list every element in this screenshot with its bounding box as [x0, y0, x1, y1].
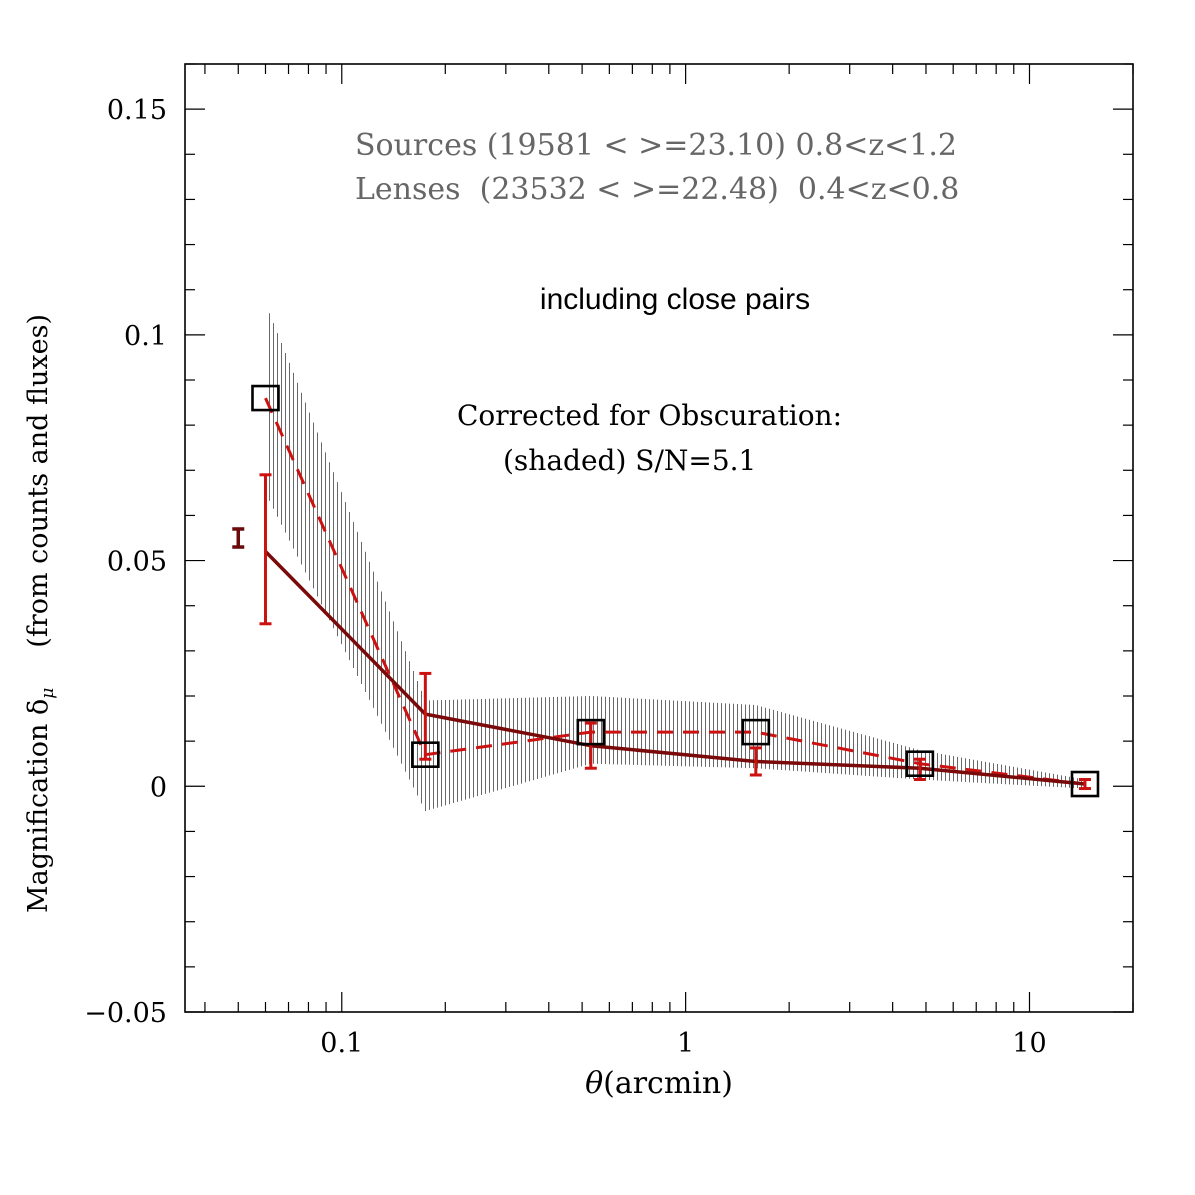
error-bar — [259, 473, 272, 626]
x-tick-label: 1 — [677, 1028, 694, 1059]
square-marker — [1070, 770, 1100, 798]
square-marker — [741, 718, 771, 746]
y-tick-label: 0 — [150, 772, 167, 803]
y-tick-label: −0.05 — [84, 998, 167, 1029]
square-marker — [576, 718, 606, 746]
plot-frame — [184, 63, 1134, 1013]
annotation-shaded: (shaded) S/N=5.1 — [503, 444, 756, 477]
y-axis-note: (from counts and fluxes) — [23, 314, 54, 648]
x-axis-unit: (arcmin) — [603, 1066, 733, 1101]
x-tick-label: 10 — [1012, 1028, 1046, 1059]
extra-error-bar — [232, 527, 245, 549]
square-marker — [251, 384, 280, 412]
error-bar — [584, 721, 597, 770]
x-tick-label: 0.1 — [320, 1028, 363, 1059]
square-markers — [251, 384, 1100, 798]
y-tick-label: 0.05 — [107, 547, 167, 578]
x-axis-label: θ(arcmin) — [585, 1066, 733, 1101]
dashed-series-line — [264, 397, 1086, 786]
y-tick-label: 0.1 — [124, 321, 167, 352]
annotation-lenses: Lenses (23532 < >=22.48) 0.4<z<0.8 — [355, 172, 959, 207]
error-bars — [232, 473, 1091, 791]
y-axis-sub: μ — [38, 688, 58, 699]
y-axis-main: Magnification δ — [23, 699, 54, 913]
y-axis-label: Magnification δμ (from counts and fluxes) — [23, 314, 58, 913]
error-bar — [419, 671, 432, 761]
square-marker — [905, 750, 935, 778]
solid-series-line — [264, 550, 1086, 786]
y-tick-label: 0.15 — [107, 95, 167, 126]
tick-labels: 0.1 1 10 −0.05 0 0.05 0.1 0.15 — [84, 95, 1046, 1059]
shaded-band — [269, 313, 1082, 812]
error-bar — [1078, 778, 1091, 791]
annotation-sources: Sources (19581 < >=23.10) 0.8<z<1.2 — [355, 128, 957, 163]
axis-ticks — [185, 63, 1134, 1013]
annotation-close-pairs: including close pairs — [540, 283, 810, 316]
x-axis-symbol: θ — [585, 1066, 603, 1101]
annotation-corrected: Corrected for Obscuration: — [457, 399, 842, 432]
error-bar — [749, 746, 762, 777]
square-marker — [411, 741, 440, 768]
series-lines — [264, 397, 1086, 786]
